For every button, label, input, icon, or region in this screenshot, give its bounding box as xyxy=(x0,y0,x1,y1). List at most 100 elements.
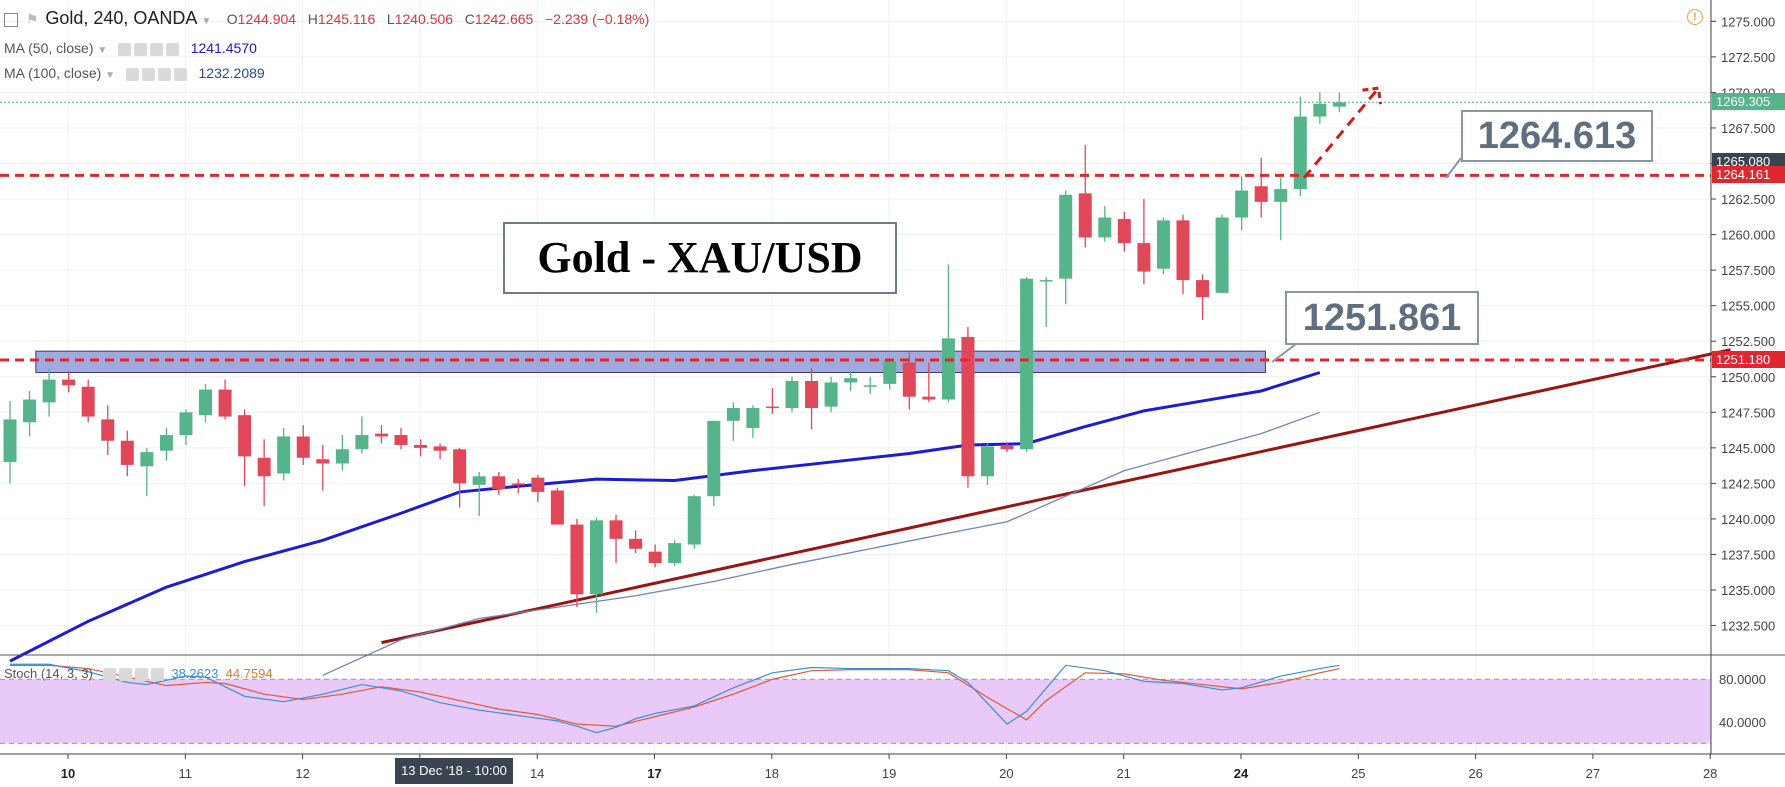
candle-body xyxy=(648,551,662,564)
candle-body xyxy=(296,436,310,458)
ma100-legend[interactable]: MA (100, close) ▼ 1232.2089 xyxy=(4,65,265,81)
uptrend-line xyxy=(381,348,1731,645)
candle-body xyxy=(824,382,838,407)
stoch-legend[interactable]: Stoch (14, 3, 3) 38.2623 44.7594 xyxy=(4,666,273,682)
gear-icon[interactable] xyxy=(141,67,155,81)
trendline xyxy=(381,348,1731,645)
dropdown-icon[interactable]: ▼ xyxy=(201,16,212,27)
candle-body xyxy=(629,538,643,549)
candle-body xyxy=(844,378,858,383)
candle-body xyxy=(961,336,975,477)
candle-body xyxy=(1254,186,1268,202)
candle-body xyxy=(3,419,17,463)
forecast-arrow-head xyxy=(1362,86,1382,105)
gear-icon[interactable] xyxy=(134,42,148,56)
close-icon[interactable] xyxy=(173,67,187,81)
candle-body xyxy=(1176,220,1190,281)
price-tick-label: 1262.500 xyxy=(1721,192,1775,207)
callout-lower[interactable]: 1251.861 xyxy=(1285,291,1479,345)
stoch-tick-label: 40.0000 xyxy=(1719,715,1766,730)
chart-grid xyxy=(0,0,1711,754)
time-tick-label: 20 xyxy=(999,766,1013,781)
price-tick-label: 1252.500 xyxy=(1721,334,1775,349)
candle-body xyxy=(668,543,682,564)
candle-body xyxy=(1098,217,1112,238)
forecast-arrow xyxy=(1303,86,1382,179)
time-tick-label: 25 xyxy=(1351,766,1365,781)
candle-body xyxy=(746,408,760,428)
candle-body xyxy=(453,449,467,484)
candle-body xyxy=(159,435,173,451)
candle-body xyxy=(707,420,721,497)
eye-icon[interactable] xyxy=(103,668,117,682)
open-value: 1244.904 xyxy=(237,11,297,27)
candle-body xyxy=(1293,116,1307,190)
stoch-tick-label: 80.0000 xyxy=(1719,672,1766,687)
plus-icon[interactable] xyxy=(157,67,171,81)
candle-body xyxy=(1235,190,1249,218)
ma100-value: 1232.2089 xyxy=(198,65,265,81)
candle-body xyxy=(23,399,37,423)
price-tick-label: 1237.500 xyxy=(1721,547,1775,562)
chart-header: ⚑ Gold, 240, OANDA ▼ O1244.904 H1245.116… xyxy=(4,8,649,29)
callout-upper[interactable]: 1264.613 xyxy=(1461,110,1653,162)
close-icon[interactable] xyxy=(166,42,180,56)
stoch-d-line xyxy=(10,664,1340,727)
warning-icon[interactable]: ! xyxy=(1687,9,1703,25)
collapse-icon[interactable] xyxy=(4,13,18,28)
candle-body xyxy=(609,520,623,539)
candle-body xyxy=(1078,193,1092,238)
price-tick-label: 1257.500 xyxy=(1721,263,1775,278)
ma100-label: MA (100, close) xyxy=(4,65,102,81)
price-tick-label: 1255.000 xyxy=(1721,299,1775,314)
candle-body xyxy=(511,483,525,485)
candle-body xyxy=(335,449,349,464)
dropdown-icon[interactable]: ▼ xyxy=(97,45,108,56)
dropdown-icon[interactable]: ▼ xyxy=(105,70,116,81)
price-tick-label: 1242.500 xyxy=(1721,476,1775,491)
candle-body xyxy=(687,496,701,545)
price-tick-label: 1235.000 xyxy=(1721,583,1775,598)
time-tick-label: 11 xyxy=(179,766,193,781)
high-label: H xyxy=(307,11,318,27)
eye-icon[interactable] xyxy=(125,67,139,81)
candle-body xyxy=(902,362,916,397)
plus-icon[interactable] xyxy=(135,668,149,682)
low-value: 1240.506 xyxy=(394,11,454,27)
candle-body xyxy=(785,381,799,409)
symbol-title[interactable]: Gold, 240, OANDA xyxy=(45,8,198,28)
close-icon[interactable] xyxy=(151,668,165,682)
candle-body xyxy=(433,446,447,451)
time-tick-label: 21 xyxy=(1116,766,1130,781)
candle-body xyxy=(101,419,115,441)
support-price-tag: 1251.180 xyxy=(1712,350,1785,368)
gear-icon[interactable] xyxy=(119,668,133,682)
candle-body xyxy=(1039,280,1053,282)
candle-body xyxy=(1137,243,1151,272)
candle-body xyxy=(981,446,994,477)
candle-body xyxy=(81,386,95,417)
candle-body xyxy=(1156,220,1170,269)
open-label: O xyxy=(226,11,238,27)
candle-body xyxy=(1274,189,1288,202)
candle-body xyxy=(1313,103,1327,117)
candle-body xyxy=(805,381,819,409)
price-tick-label: 1245.000 xyxy=(1721,441,1775,456)
plus-icon[interactable] xyxy=(150,42,164,56)
stochastic-pane xyxy=(0,654,1785,744)
candlesticks xyxy=(3,92,1346,613)
flag-icon[interactable]: ⚑ xyxy=(25,11,39,27)
price-tick-label: 1232.500 xyxy=(1721,619,1775,634)
ma50-legend[interactable]: MA (50, close) ▼ 1241.4570 xyxy=(4,40,257,56)
candle-body xyxy=(355,435,369,450)
cursor-price-tag: 1265.080 xyxy=(1712,153,1785,171)
time-tick-label: 14 xyxy=(530,766,544,781)
price-tick-label: 1247.500 xyxy=(1721,405,1775,420)
ma50-label: MA (50, close) xyxy=(4,40,94,56)
callout-upper-pointer xyxy=(1445,157,1462,179)
eye-icon[interactable] xyxy=(118,42,132,56)
candle-body xyxy=(277,436,291,474)
stoch-label: Stoch (14, 3, 3) xyxy=(4,666,93,681)
